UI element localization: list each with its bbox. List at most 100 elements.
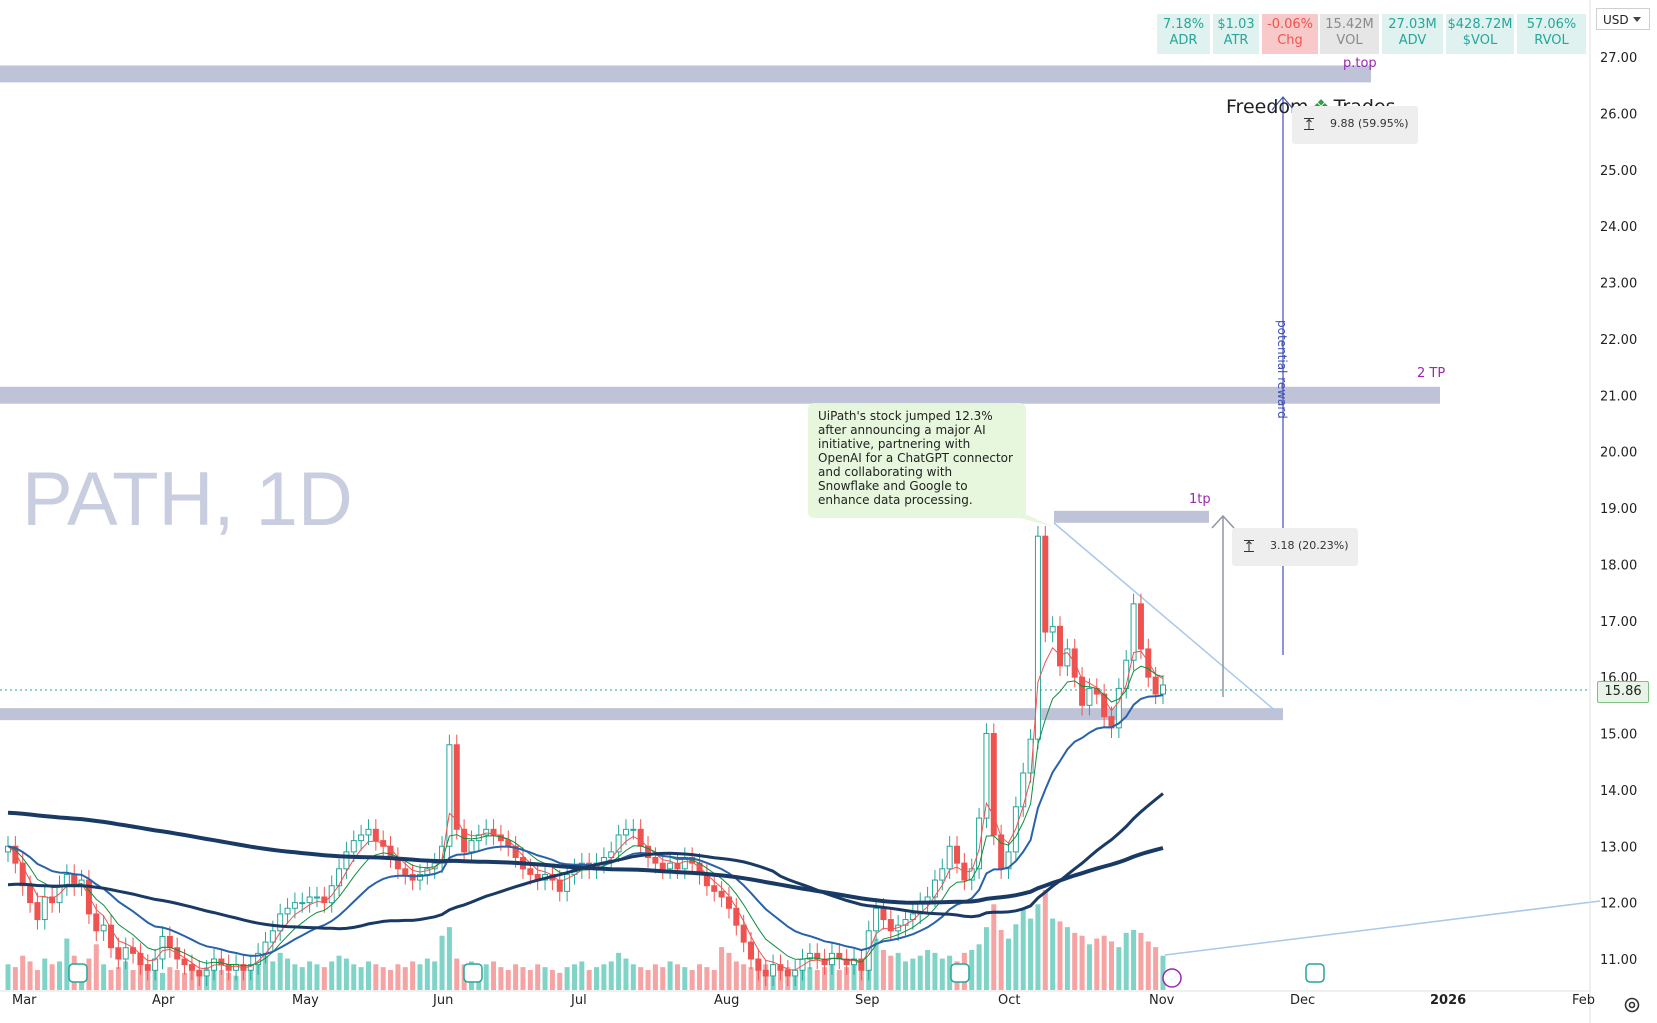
candle[interactable] bbox=[247, 964, 254, 971]
earnings-icon[interactable] bbox=[68, 963, 88, 983]
candle[interactable] bbox=[939, 868, 946, 881]
trend-line[interactable] bbox=[1053, 522, 1279, 714]
candle[interactable] bbox=[12, 845, 19, 864]
candle[interactable] bbox=[122, 947, 129, 960]
candle[interactable] bbox=[137, 952, 144, 966]
currency-selector[interactable]: USD bbox=[1596, 8, 1650, 30]
candle[interactable] bbox=[843, 958, 850, 966]
candle[interactable] bbox=[784, 969, 791, 977]
candle[interactable] bbox=[777, 964, 784, 971]
candle[interactable] bbox=[203, 969, 210, 977]
candle[interactable] bbox=[770, 964, 777, 977]
target-zone[interactable] bbox=[0, 708, 1283, 721]
candle[interactable] bbox=[115, 947, 122, 960]
candle[interactable] bbox=[350, 840, 357, 853]
candle[interactable] bbox=[233, 964, 240, 971]
measure-small[interactable]: 3.18 (20.23%) bbox=[1232, 528, 1358, 566]
candle[interactable] bbox=[983, 733, 990, 819]
candle[interactable] bbox=[954, 845, 961, 864]
candle[interactable] bbox=[49, 896, 56, 904]
candle[interactable] bbox=[416, 873, 423, 881]
candle[interactable] bbox=[328, 885, 335, 904]
candle[interactable] bbox=[873, 907, 880, 932]
candle[interactable] bbox=[291, 902, 298, 909]
candle[interactable] bbox=[372, 828, 379, 842]
measure-large[interactable]: 9.88 (59.95%) bbox=[1292, 106, 1418, 144]
candle[interactable] bbox=[483, 828, 490, 836]
target-zone[interactable] bbox=[1054, 510, 1209, 523]
news-callout[interactable]: UiPath's stock jumped 12.3% after announ… bbox=[808, 403, 1026, 518]
candle[interactable] bbox=[755, 958, 762, 971]
candle[interactable] bbox=[107, 924, 114, 949]
candle[interactable] bbox=[41, 896, 48, 921]
candle[interactable] bbox=[1086, 687, 1093, 706]
candle[interactable] bbox=[814, 952, 821, 960]
trend-line[interactable] bbox=[1164, 900, 1601, 956]
candle[interactable] bbox=[402, 868, 409, 875]
candle[interactable] bbox=[1034, 535, 1041, 740]
candle[interactable] bbox=[313, 896, 320, 899]
candle[interactable] bbox=[748, 941, 755, 960]
candle[interactable] bbox=[564, 873, 571, 892]
candle[interactable] bbox=[718, 890, 725, 898]
candle[interactable] bbox=[659, 862, 666, 870]
target-zone[interactable] bbox=[0, 386, 1440, 404]
candle[interactable] bbox=[431, 862, 438, 870]
earnings-icon[interactable] bbox=[463, 963, 483, 983]
earnings-icon[interactable] bbox=[1305, 963, 1325, 983]
candle[interactable] bbox=[93, 913, 100, 932]
candle[interactable] bbox=[674, 862, 681, 870]
candle[interactable] bbox=[284, 907, 291, 915]
candle[interactable] bbox=[1130, 603, 1137, 661]
gear-icon[interactable] bbox=[1622, 995, 1642, 1015]
candle[interactable] bbox=[792, 969, 799, 977]
candle[interactable] bbox=[1115, 687, 1122, 729]
candle[interactable] bbox=[461, 828, 468, 853]
candle[interactable] bbox=[358, 834, 365, 842]
candle[interactable] bbox=[34, 902, 41, 921]
candle[interactable] bbox=[622, 828, 629, 836]
candle[interactable] bbox=[637, 828, 644, 847]
candle[interactable] bbox=[365, 828, 372, 836]
candle[interactable] bbox=[1137, 603, 1144, 650]
candle[interactable] bbox=[490, 828, 497, 836]
candle[interactable] bbox=[446, 744, 453, 847]
candle[interactable] bbox=[512, 845, 519, 859]
candle[interactable] bbox=[1042, 535, 1049, 633]
candle[interactable] bbox=[740, 924, 747, 943]
candle[interactable] bbox=[615, 834, 622, 853]
candle[interactable] bbox=[880, 907, 887, 921]
candle[interactable] bbox=[887, 919, 894, 932]
candle[interactable] bbox=[188, 964, 195, 971]
candle[interactable] bbox=[277, 913, 284, 932]
candle[interactable] bbox=[152, 958, 159, 971]
candle[interactable] bbox=[556, 879, 563, 892]
candle[interactable] bbox=[181, 958, 188, 966]
event-icon[interactable] bbox=[1162, 968, 1182, 988]
candle[interactable] bbox=[306, 896, 313, 904]
candle[interactable] bbox=[453, 744, 460, 830]
target-zone[interactable] bbox=[0, 65, 1371, 83]
candle[interactable] bbox=[1145, 648, 1152, 678]
candle[interactable] bbox=[630, 828, 637, 831]
candle[interactable] bbox=[946, 845, 953, 870]
candle[interactable] bbox=[269, 930, 276, 943]
candle[interactable] bbox=[196, 969, 203, 977]
candle[interactable] bbox=[27, 885, 34, 904]
candle[interactable] bbox=[218, 958, 225, 966]
candle[interactable] bbox=[931, 879, 938, 898]
candle[interactable] bbox=[1005, 851, 1012, 870]
candle[interactable] bbox=[1057, 625, 1064, 667]
candle[interactable] bbox=[468, 840, 475, 853]
candle[interactable] bbox=[1101, 693, 1108, 718]
earnings-icon[interactable] bbox=[950, 963, 970, 983]
candle[interactable] bbox=[299, 902, 306, 905]
candle[interactable] bbox=[409, 873, 416, 881]
candle[interactable] bbox=[144, 964, 151, 971]
candle[interactable] bbox=[725, 896, 732, 909]
candle[interactable] bbox=[1064, 648, 1071, 667]
candle[interactable] bbox=[100, 924, 107, 932]
candle[interactable] bbox=[336, 868, 343, 887]
candle[interactable] bbox=[166, 935, 173, 949]
